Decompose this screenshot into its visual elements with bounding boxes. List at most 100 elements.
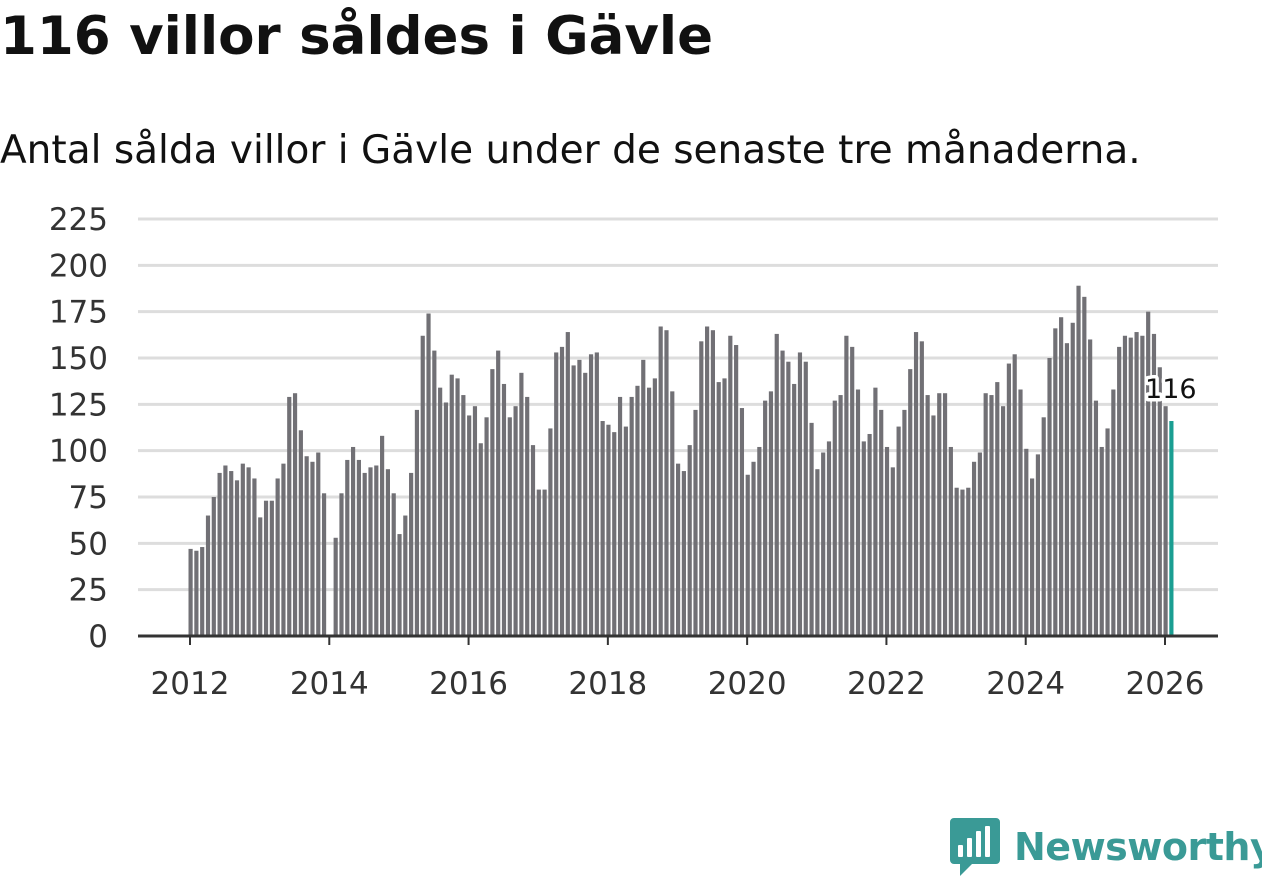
x-tick-label: 2022 <box>847 666 926 702</box>
bar <box>467 415 472 636</box>
bar <box>211 497 216 636</box>
bar <box>577 359 582 636</box>
bar <box>240 463 245 636</box>
bar <box>612 432 617 636</box>
bar <box>1047 358 1052 636</box>
bar <box>391 493 396 636</box>
bar <box>1082 296 1087 636</box>
bar <box>635 385 640 636</box>
bar <box>716 382 721 636</box>
bar <box>316 452 321 636</box>
bar <box>507 417 512 636</box>
bar <box>850 346 855 636</box>
bar <box>792 383 797 636</box>
bar <box>1035 454 1040 636</box>
bar <box>594 352 599 636</box>
bar <box>229 471 234 636</box>
bar <box>780 350 785 636</box>
bar <box>821 452 826 636</box>
bar <box>275 478 280 636</box>
bar <box>1018 389 1023 636</box>
chart-title: 116 villor såldes i Gävle <box>0 6 714 67</box>
bar <box>687 445 692 636</box>
y-axis-tick-labels: 0 25 50 75 100 125 150 175 200 225 <box>49 202 108 655</box>
highlight-value-label: 116 <box>1145 374 1197 405</box>
bar <box>1099 446 1104 636</box>
bar <box>983 393 988 636</box>
bar <box>217 472 222 636</box>
bar <box>617 396 623 636</box>
bar <box>1134 332 1139 636</box>
bar <box>258 517 263 636</box>
bar <box>501 383 507 636</box>
bar <box>362 472 367 636</box>
bar <box>1146 311 1151 636</box>
bar <box>339 493 344 636</box>
x-tick-label: 2026 <box>1126 666 1205 702</box>
bar <box>496 350 501 636</box>
bar <box>223 465 228 636</box>
y-tick-label: 75 <box>69 480 108 516</box>
bar <box>583 372 588 636</box>
bar <box>803 361 808 636</box>
bar <box>913 332 919 636</box>
bar <box>426 313 431 636</box>
bar <box>472 406 478 636</box>
bar <box>699 341 704 636</box>
bar <box>1030 478 1035 636</box>
bar <box>896 426 901 636</box>
bar <box>310 461 315 636</box>
bar <box>1151 333 1157 636</box>
y-tick-label: 175 <box>49 295 108 331</box>
bar <box>484 417 489 636</box>
bar <box>530 445 536 636</box>
bar <box>960 489 965 636</box>
bar <box>478 443 483 636</box>
bar <box>1006 363 1011 636</box>
bar <box>757 446 762 636</box>
bar <box>1024 448 1029 636</box>
newsworthy-logo-icon <box>950 818 1000 876</box>
bar <box>269 500 274 636</box>
bar <box>385 469 390 636</box>
y-tick-label: 200 <box>49 248 108 284</box>
bar <box>519 372 524 636</box>
bar <box>809 422 814 636</box>
bar <box>345 459 350 636</box>
bar <box>786 361 791 636</box>
bar <box>1001 406 1006 636</box>
bar <box>838 395 843 636</box>
bar <box>1093 400 1099 636</box>
bar <box>931 415 936 636</box>
bar <box>925 395 930 636</box>
bar <box>351 446 356 636</box>
bar <box>995 382 1000 636</box>
bar <box>548 428 553 636</box>
bar <box>1012 354 1017 636</box>
bar <box>409 472 414 636</box>
x-tick-label: 2020 <box>708 666 787 702</box>
x-tick-label: 2024 <box>986 666 1065 702</box>
y-tick-label: 225 <box>49 202 108 238</box>
bar <box>658 326 663 636</box>
bar <box>1105 428 1110 636</box>
bar <box>693 409 698 636</box>
bar <box>826 441 832 636</box>
bar <box>670 391 675 636</box>
bar <box>908 369 913 636</box>
bar <box>1117 346 1122 636</box>
bar <box>867 433 872 636</box>
bar <box>1053 328 1058 636</box>
y-tick-label: 150 <box>49 341 108 377</box>
y-tick-label: 25 <box>69 573 108 609</box>
x-axis-ticks: 2012 2014 2016 2018 2020 2022 2024 2026 <box>151 636 1205 702</box>
bar <box>188 548 193 636</box>
bar <box>1111 389 1116 636</box>
bar <box>797 352 803 636</box>
bar <box>948 446 953 636</box>
bar <box>844 335 849 636</box>
bar <box>443 402 449 636</box>
bar <box>902 409 907 636</box>
bar <box>490 369 495 636</box>
